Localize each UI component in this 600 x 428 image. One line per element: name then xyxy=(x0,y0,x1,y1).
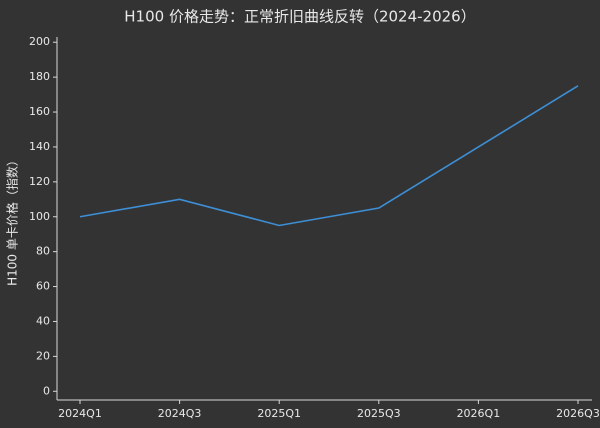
y-tick-label: 140 xyxy=(29,140,50,153)
x-tick-label: 2025Q1 xyxy=(257,407,301,420)
y-tick-label: 20 xyxy=(36,349,50,362)
x-tick-label: 2026Q1 xyxy=(457,407,501,420)
line xyxy=(79,85,579,227)
x-tick-label: 2025Q3 xyxy=(357,407,401,420)
y-tick-label: 120 xyxy=(29,175,50,188)
x-tick-label: 2024Q1 xyxy=(58,407,102,420)
y-axis-label: H100 单卡价格（指数） xyxy=(5,154,20,286)
y-tick-label: 180 xyxy=(29,70,50,83)
y-tick-label: 100 xyxy=(29,210,50,223)
y-tick-label: 60 xyxy=(36,280,50,293)
y-tick-label: 200 xyxy=(29,35,50,48)
chart-title: H100 价格走势：正常折旧曲线反转（2024-2026） xyxy=(124,8,475,26)
x-tick-label: 2024Q3 xyxy=(158,407,202,420)
y-tick-label: 160 xyxy=(29,105,50,118)
y-tick-label: 40 xyxy=(36,314,50,327)
y-tick-label: 0 xyxy=(43,384,50,397)
x-tick-label: 2026Q3 xyxy=(556,407,600,420)
y-tick-label: 80 xyxy=(36,245,50,258)
